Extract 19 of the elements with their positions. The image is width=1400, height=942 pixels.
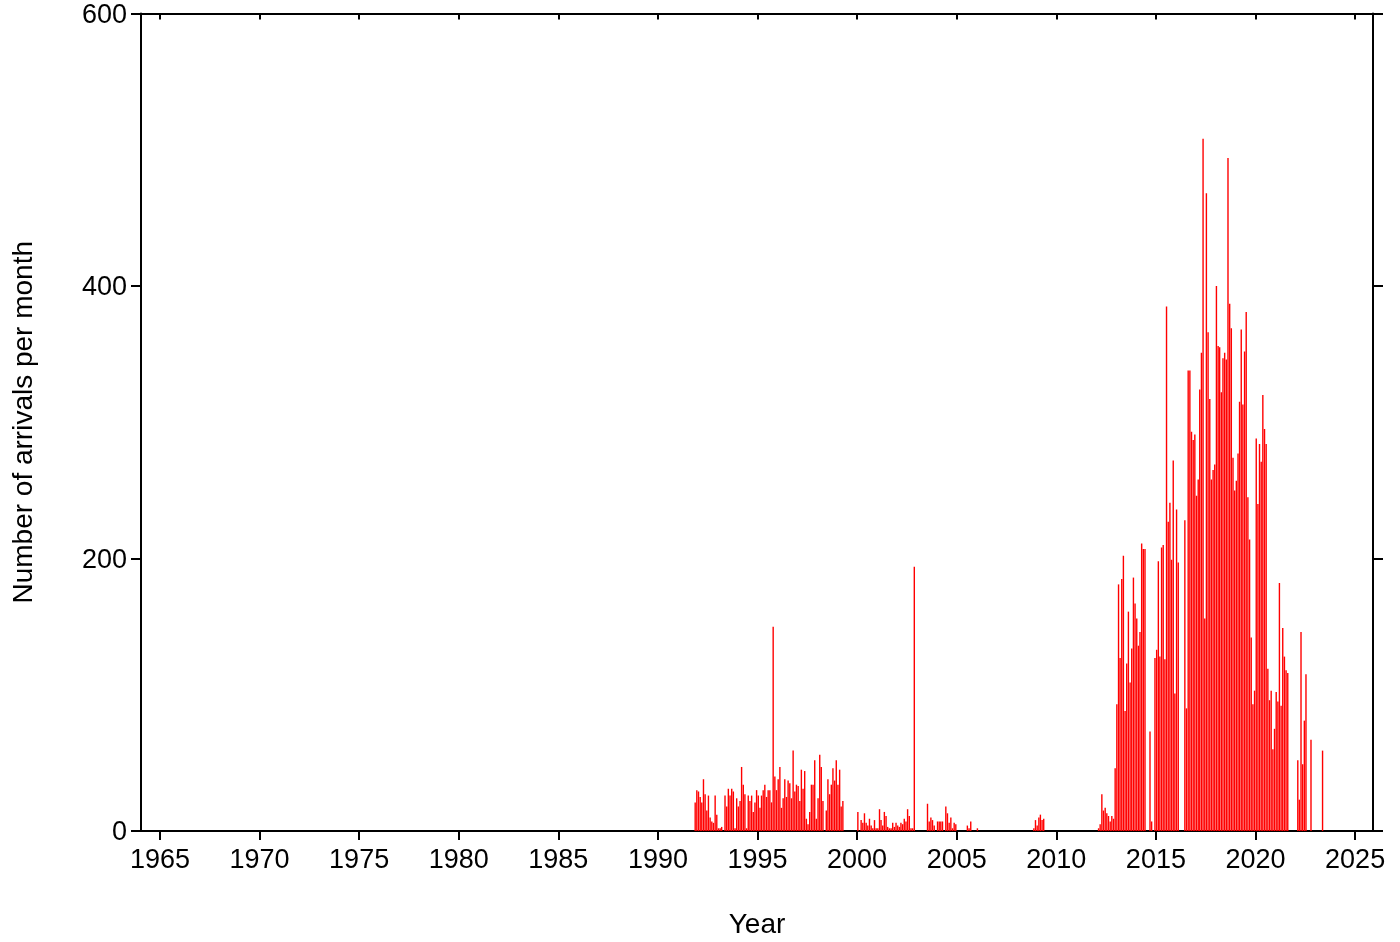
x-tick-label: 2010 [1026,843,1087,874]
y-tick-label: 400 [81,271,127,301]
x-axis-title: Year [728,907,786,939]
x-tick-label: 2025 [1325,843,1386,874]
x-tick-label: 2020 [1225,843,1286,874]
x-tick-label: 1965 [129,843,191,874]
x-tick-label: 2000 [827,843,888,874]
x-tick-label: 1970 [229,843,290,874]
x-tick-label: 1975 [329,843,390,874]
x-tick-label: 1980 [428,843,489,874]
x-tick-label: 1990 [627,843,688,874]
y-axis-title: Number of arrivals per month [6,240,38,604]
x-tick-label: 2005 [926,843,987,874]
x-tick-label: 2015 [1125,843,1186,874]
x-tick-label: 1995 [727,843,788,874]
y-tick-label: 600 [81,0,127,29]
x-tick-label: 1985 [528,843,589,874]
y-tick-label: 200 [81,543,127,574]
y-tick-label: 0 [111,816,127,846]
